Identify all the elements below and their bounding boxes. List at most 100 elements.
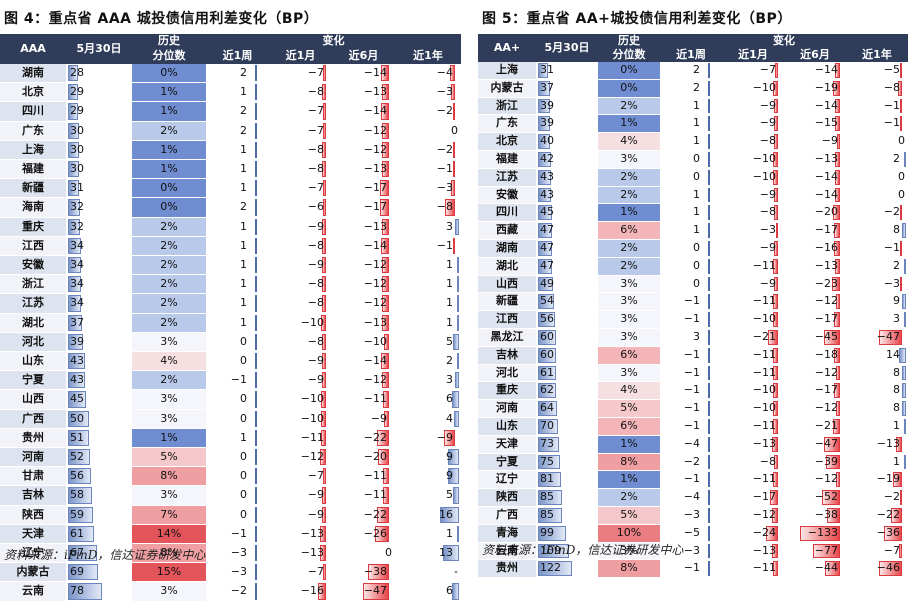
cell-chg-1y: −1 bbox=[846, 239, 908, 258]
cell-value: 湖南 bbox=[496, 240, 518, 254]
cell-spread: 99 bbox=[536, 524, 598, 543]
cell-value: −9 bbox=[759, 276, 776, 290]
cell-value: 29 bbox=[70, 85, 84, 99]
cell-value: −11 bbox=[752, 294, 776, 308]
cell-value: −11 bbox=[363, 469, 387, 483]
cell-value: 122 bbox=[540, 561, 561, 575]
cell-value: −13 bbox=[814, 258, 838, 272]
cell-value: −20 bbox=[814, 205, 838, 219]
cell-chg-1m: −13 bbox=[269, 524, 332, 545]
zero-axis bbox=[708, 276, 710, 292]
change-bar bbox=[451, 391, 459, 408]
cell-value: −3 bbox=[883, 276, 900, 290]
change-bar bbox=[773, 169, 778, 185]
cell-chg-6m: −10 bbox=[332, 332, 395, 353]
cell-value: 56 bbox=[70, 469, 84, 483]
cell-chg-1w: 1 bbox=[660, 97, 722, 116]
cell-value: −8 bbox=[759, 454, 776, 468]
cell-value: 3% bbox=[620, 294, 638, 308]
cell-percentile: 4% bbox=[598, 381, 660, 401]
spread-bar bbox=[538, 151, 551, 167]
change-bar bbox=[382, 276, 389, 293]
table-row: 江西 34 2% 1 −8 −14 −1 bbox=[0, 236, 461, 257]
header-date: 5月30日 bbox=[66, 34, 132, 64]
zero-axis bbox=[708, 454, 710, 470]
table-row: 辽宁 67 8% −3 −13 0 13 bbox=[0, 543, 461, 564]
cell-chg-1y: −47 bbox=[846, 328, 908, 347]
change-bar bbox=[322, 295, 326, 312]
spread-bar bbox=[538, 365, 556, 381]
cell-percentile: 2% bbox=[132, 236, 206, 257]
cell-value: 1 bbox=[693, 187, 700, 201]
cell-chg-6m: −20 bbox=[784, 203, 846, 223]
cell-percentile: 3% bbox=[132, 332, 206, 353]
spread-bar bbox=[68, 545, 97, 562]
cell-value: −17 bbox=[814, 383, 838, 397]
table-row: 山东 43 4% 0 −9 −14 2 bbox=[0, 351, 461, 372]
cell-chg-1y: −3 bbox=[395, 82, 461, 103]
cell-value: −47 bbox=[876, 329, 900, 343]
cell-chg-6m: −13 bbox=[332, 159, 395, 180]
cell-value: 2% bbox=[160, 219, 178, 233]
zero-axis bbox=[708, 472, 710, 488]
cell-chg-6m: −12 bbox=[332, 121, 395, 141]
cell-province: 陕西 bbox=[0, 505, 66, 525]
cell-value: 43 bbox=[70, 354, 84, 368]
cell-chg-1y: 6 bbox=[395, 581, 461, 602]
change-bar bbox=[381, 161, 389, 178]
cell-chg-1m: −11 bbox=[722, 292, 784, 312]
cell-chg-1w: −2 bbox=[206, 581, 269, 602]
cell-chg-1w: 1 bbox=[206, 428, 269, 449]
change-bar bbox=[443, 545, 459, 562]
header-rating: AAA bbox=[0, 34, 66, 64]
cell-value: 75 bbox=[540, 454, 554, 468]
cell-chg-1y: 2 bbox=[846, 257, 908, 276]
cell-value: 3% bbox=[160, 334, 178, 348]
cell-value: 1 bbox=[693, 223, 700, 237]
cell-spread: 122 bbox=[536, 559, 598, 579]
cell-chg-1m: −9 bbox=[269, 217, 332, 237]
cell-chg-1y: −8 bbox=[846, 79, 908, 98]
cell-value: −13 bbox=[300, 546, 324, 560]
cell-spread: 59 bbox=[66, 505, 132, 525]
cell-chg-1w: −3 bbox=[206, 543, 269, 564]
cell-value: 67 bbox=[70, 546, 84, 560]
cell-value: −7 bbox=[307, 123, 324, 137]
change-bar bbox=[320, 429, 326, 447]
cell-spread: 51 bbox=[66, 428, 132, 449]
cell-value: −8 bbox=[759, 134, 776, 148]
cell-chg-1w: 2 bbox=[206, 64, 269, 84]
cell-chg-1w: 1 bbox=[660, 186, 722, 205]
cell-chg-1w: 0 bbox=[206, 485, 269, 506]
zero-axis bbox=[708, 80, 710, 96]
cell-value: −14 bbox=[814, 169, 838, 183]
cell-chg-6m: −45 bbox=[784, 328, 846, 347]
cell-province: 山西 bbox=[478, 275, 536, 294]
cell-percentile: 3% bbox=[598, 310, 660, 329]
figure-4-table: AAA 5月30日 历史 变化 分位数 近1周 近1月 近6月 近1年 湖南 28… bbox=[0, 34, 461, 602]
cell-value: 37 bbox=[540, 80, 554, 94]
cell-value: 天津 bbox=[496, 436, 518, 450]
cell-value: −3 bbox=[230, 546, 247, 560]
cell-value: −3 bbox=[436, 181, 453, 195]
cell-chg-6m: −22 bbox=[332, 505, 395, 525]
change-bar bbox=[381, 103, 389, 120]
cell-chg-1m: −3 bbox=[722, 221, 784, 240]
spread-bar bbox=[68, 295, 81, 312]
change-bar bbox=[835, 472, 840, 488]
header-6m: 近6月 bbox=[784, 48, 846, 62]
cell-chg-1w: 1 bbox=[660, 132, 722, 151]
spread-bar bbox=[68, 353, 86, 370]
cell-value: −133 bbox=[807, 525, 838, 539]
cell-chg-1m: −12 bbox=[722, 506, 784, 525]
cell-chg-1m: −8 bbox=[269, 82, 332, 103]
cell-chg-1m: −10 bbox=[722, 150, 784, 169]
cell-province: 海南 bbox=[0, 197, 66, 218]
table-row: 河南 64 5% −1 −10 −12 8 bbox=[478, 399, 908, 418]
cell-chg-1w: 0 bbox=[660, 168, 722, 187]
cell-chg-1y: 1 bbox=[395, 313, 461, 333]
cell-chg-1w: 1 bbox=[660, 114, 722, 134]
cell-value: 辽宁 bbox=[22, 546, 44, 560]
cell-value: −1 bbox=[436, 162, 453, 176]
cell-chg-1w: 1 bbox=[206, 159, 269, 180]
